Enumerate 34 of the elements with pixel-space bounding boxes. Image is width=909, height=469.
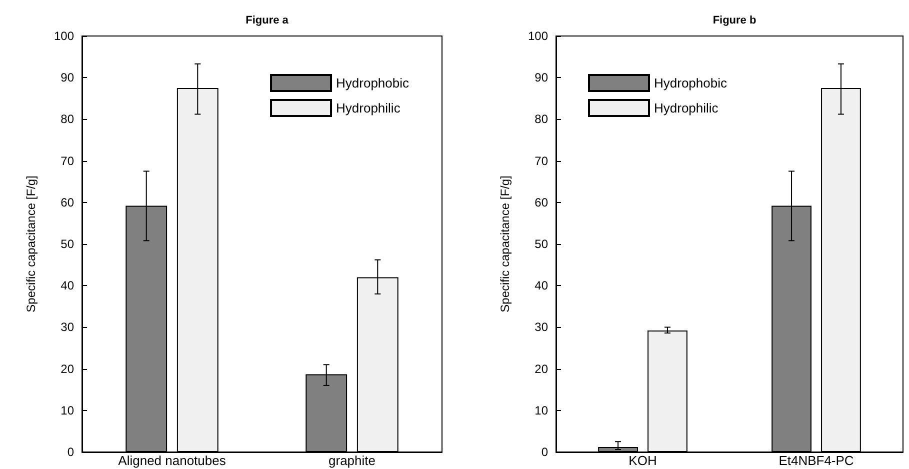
- y-tick-label: 30: [60, 320, 74, 334]
- y-tick-label: 60: [60, 195, 74, 210]
- chart-title: Figure a: [246, 14, 290, 26]
- y-tick-label: 80: [534, 112, 548, 126]
- y-tick-label: 0: [67, 445, 74, 459]
- legend-label: Hydrophobic: [336, 76, 410, 90]
- y-tick-label: 20: [534, 362, 548, 376]
- y-tick-label: 0: [541, 445, 548, 459]
- x-tick-label: Et4NBF4-PC: [778, 453, 854, 468]
- y-tick-label: 90: [534, 70, 548, 85]
- y-tick-label: 10: [534, 403, 548, 418]
- y-tick-label: 70: [534, 154, 548, 168]
- y-tick-label: 30: [534, 320, 548, 334]
- y-tick-label: 20: [60, 362, 74, 376]
- y-tick-label: 40: [534, 278, 548, 293]
- y-tick-label: 40: [60, 278, 74, 293]
- y-tick-label: 100: [54, 29, 74, 43]
- y-axis-title: Specific capacitance [F/g]: [498, 176, 512, 312]
- legend-label: Hydrophilic: [336, 100, 401, 116]
- y-tick-label: 60: [534, 195, 548, 210]
- y-tick-label: 70: [60, 154, 74, 168]
- y-tick-label: 50: [534, 237, 548, 251]
- legend-label: Hydrophobic: [654, 76, 728, 90]
- y-tick-label: 90: [60, 70, 74, 85]
- y-tick-label: 50: [60, 237, 74, 251]
- legend-label: Hydrophilic: [654, 100, 719, 116]
- y-axis-title: Specific capacitance [F/g]: [24, 176, 38, 312]
- chart-title: Figure b: [712, 14, 756, 26]
- x-tick-label: KOH: [628, 453, 657, 468]
- x-tick-label: Aligned nanotubes: [118, 453, 226, 468]
- x-tick-label: graphite: [328, 453, 376, 468]
- y-tick-label: 80: [60, 112, 74, 126]
- y-tick-label: 10: [60, 403, 74, 418]
- y-tick-label: 100: [528, 29, 548, 43]
